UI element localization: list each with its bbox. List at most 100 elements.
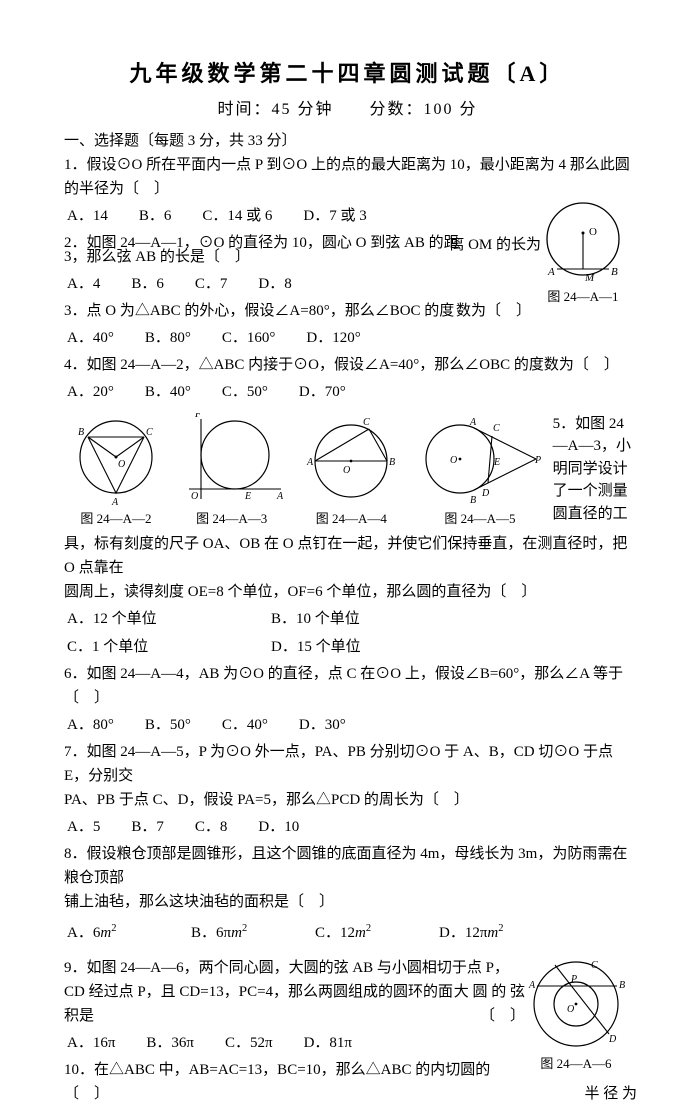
svg-text:A: A — [469, 417, 477, 428]
q9-text-a: 9．如图 24—A—6，两个同心圆，大圆的弦 AB 与小圆相切于点 P， — [64, 960, 509, 976]
q7B: B．7 — [130, 814, 192, 840]
q9-text-b: 大 圆 的 弦 — [454, 980, 525, 1004]
q1C: C．14 或 6 — [201, 203, 300, 229]
svg-text:B: B — [389, 457, 395, 468]
q1A: A．14 — [66, 203, 136, 229]
q9C: C．52π — [224, 1030, 301, 1056]
q2-options: A．4 B．6 C．7 D．8 — [64, 269, 322, 299]
figure-6: A C P B O D 图 24—A—6 — [521, 952, 631, 1075]
svg-text:P: P — [534, 455, 541, 466]
svg-text:O: O — [343, 465, 350, 476]
svg-text:A: A — [528, 980, 536, 991]
q9B: B．36π — [145, 1030, 222, 1056]
q2-text-b: 离 OM 的长为 — [449, 237, 541, 253]
svg-text:O: O — [567, 1004, 574, 1015]
svg-text:B: B — [78, 427, 84, 438]
q1D: D．7 或 3 — [302, 203, 394, 229]
q5D: D．15 个单位 — [270, 634, 362, 660]
q3A: A．40° — [66, 325, 142, 351]
q2D: D．8 — [257, 271, 319, 297]
q8-text-a: 8．假设粮仓顶部是圆锥形，且这个圆锥的底面直径为 4m，母线长为 3m，为防雨需… — [64, 842, 631, 890]
svg-text:E: E — [244, 491, 251, 502]
svg-text:O: O — [118, 459, 125, 470]
q6D: D．30° — [298, 712, 374, 738]
figure-1-caption: 图 24—A—1 — [547, 287, 618, 308]
q7A: A．5 — [66, 814, 128, 840]
svg-text:D: D — [608, 1034, 617, 1045]
svg-text:A: A — [111, 497, 119, 507]
q9A: A．16π — [66, 1030, 143, 1056]
figure-2-caption: 图 24—A—2 — [80, 509, 151, 530]
q4-options: A．20° B．40° C．50° D．70° — [64, 377, 376, 407]
figure-row: O B C A 图 24—A—2 F O E A 图 24—A—3 — [64, 413, 631, 530]
q6-text: 6．如图 24—A—4，AB 为⊙O 的直径，点 C 在⊙O 上，假设∠B=60… — [64, 662, 631, 710]
q6A: A．80° — [66, 712, 142, 738]
q1B: B．6 — [138, 203, 200, 229]
svg-text:A: A — [276, 491, 284, 502]
section1-heading: 一、选择题〔每题 3 分，共 33 分〕 — [64, 129, 631, 153]
q8-text-b: 铺上油毡，那么这块油毡的面积是〔 〕 — [64, 890, 631, 914]
q4D: D．70° — [298, 379, 374, 405]
svg-text:D: D — [481, 488, 490, 499]
q7-text-b: PA、PB 于点 C、D，假设 PA=5，那么△PCD 的周长为〔 〕 — [64, 788, 631, 812]
svg-text:P: P — [570, 974, 577, 985]
q5-text-a: 具，标有刻度的尺子 OA、OB 在 O 点钉在一起，并使它们保持垂直，在测直径时… — [64, 532, 631, 580]
svg-text:A: A — [306, 457, 314, 468]
svg-text:O: O — [589, 226, 597, 238]
svg-text:B: B — [611, 266, 618, 278]
q3C: C．160° — [221, 325, 304, 351]
q8C: C．12m2 — [314, 920, 436, 946]
svg-text:C: C — [591, 960, 598, 971]
q5-text-b: 圆周上，读得刻度 OE=8 个单位，OF=6 个单位，那么圆的直径为〔 〕 — [64, 580, 631, 604]
q7D: D．10 — [257, 814, 327, 840]
figure-5: A C O E D B P 图 24—A—5 — [416, 413, 544, 530]
q8B: B．6πm2 — [190, 920, 312, 946]
svg-text:O: O — [191, 491, 198, 502]
score-label: 分数：100 分 — [370, 101, 478, 118]
q2B: B．6 — [130, 271, 192, 297]
q10-text-b: 半 径 为 — [584, 1082, 637, 1106]
svg-text:C: C — [493, 423, 500, 434]
page-title: 九年级数学第二十四章圆测试题〔A〕 — [64, 56, 631, 91]
figure-4: A C B O 图 24—A—4 — [295, 413, 407, 530]
figure-4-caption: 图 24—A—4 — [316, 509, 387, 530]
svg-text:M: M — [584, 272, 595, 284]
q5-s3: 明同学设计 — [553, 458, 631, 481]
svg-text:F: F — [194, 413, 202, 420]
svg-text:B: B — [619, 980, 625, 991]
q7-text-a: 7．如图 24—A—5，P 为⊙O 外一点，PA、PB 分别切⊙O 于 A、B，… — [64, 740, 631, 788]
q7-options: A．5 B．7 C．8 D．10 — [64, 812, 329, 842]
q4-text: 4．如图 24—A—2，△ABC 内接于⊙O，假设∠A=40°，那么∠OBC 的… — [64, 353, 631, 377]
q5-s4: 了一个测量 — [553, 480, 631, 503]
q5-s5: 圆直径的工 — [553, 503, 631, 526]
q5-options: A．12 个单位 B．10 个单位 C．1 个单位 D．15 个单位 — [64, 604, 364, 662]
figure-1: O A M B 图 24—A—1 — [535, 201, 631, 308]
figure-3-caption: 图 24—A—3 — [196, 509, 267, 530]
q1-options: A．14 B．6 C．14 或 6 D．7 或 3 — [64, 201, 397, 231]
figure-5-caption: 图 24—A—5 — [444, 509, 515, 530]
q3D: D．120° — [305, 325, 388, 351]
q8D: D．12πm2 — [438, 920, 505, 946]
q10-text-c: 〔 〕 — [64, 1082, 631, 1106]
q3-text-b: 数为〔 〕 — [456, 299, 531, 323]
page-meta: 时间：45 分钟 分数：100 分 — [64, 97, 631, 123]
q6C: C．40° — [221, 712, 296, 738]
q2C: C．7 — [194, 271, 256, 297]
q9-text-c: CD 经过点 P，且 CD=13，PC=4，那么两圆组成的圆环的面积是 — [64, 984, 453, 1024]
q5A: A．12 个单位 — [66, 606, 268, 632]
q5-s1: 5．如图 24 — [553, 413, 631, 436]
q3-options: A．40° B．80° C．160° D．120° — [64, 323, 391, 353]
svg-text:A: A — [547, 266, 555, 278]
svg-text:C: C — [146, 427, 153, 438]
q9D: D．81π — [303, 1030, 380, 1056]
q3B: B．80° — [144, 325, 219, 351]
q9-text-d: 〔 〕 — [480, 1004, 525, 1028]
q5-side-text: 5．如图 24 —A—3，小 明同学设计 了一个测量 圆直径的工 — [553, 413, 631, 526]
figure-2: O B C A 图 24—A—2 — [64, 413, 168, 530]
q5B: B．10 个单位 — [270, 606, 362, 632]
q6-options: A．80° B．50° C．40° D．30° — [64, 710, 376, 740]
svg-text:E: E — [493, 457, 500, 468]
q2A: A．4 — [66, 271, 128, 297]
q6B: B．50° — [144, 712, 219, 738]
svg-text:C: C — [363, 417, 370, 428]
